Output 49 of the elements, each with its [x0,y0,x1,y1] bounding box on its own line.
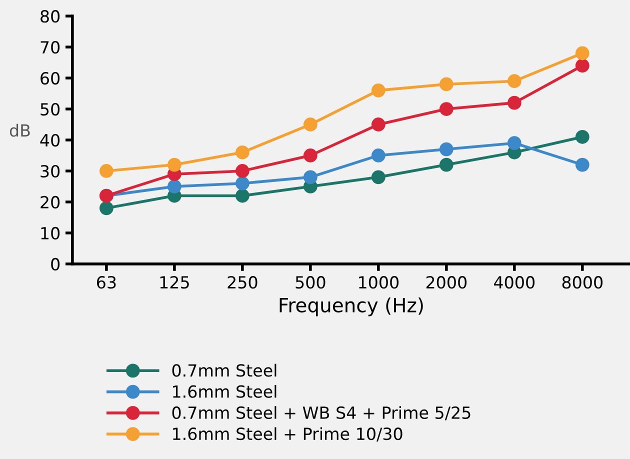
point [100,201,114,216]
point [439,142,454,156]
point [303,170,318,184]
point [303,118,318,132]
point [371,148,386,162]
point [371,170,386,184]
x-tick-label: 500 [296,276,326,289]
point [575,46,590,60]
point [439,158,454,172]
point [235,188,250,203]
point [507,136,522,150]
point [439,77,454,92]
y-axis-title: dB [10,124,30,137]
y-tick-label: 80 [40,10,60,23]
legend-label: 1.6mm Steel + Prime 10/30 [173,427,402,442]
point [235,145,250,160]
point [575,130,590,144]
legend-label: 0.7mm Steel + WB S4 + Prime 5/25 [172,406,470,420]
y-tick-label: 10 [41,226,60,240]
legend-label: 1.6mm Steel [173,384,276,398]
x-axis-title: Frequency (Hz) [280,297,423,316]
point [303,148,318,162]
legend-label: 0.7mm Steel [172,364,276,377]
y-tick-label: 50 [40,102,60,116]
point [235,176,250,190]
point [507,96,522,110]
point [235,164,250,178]
point [575,158,590,172]
x-tick-label: 1000 [359,276,399,289]
y-tick-label: 70 [40,41,60,54]
point [575,58,590,73]
point [167,158,182,172]
x-tick-label: 63 [97,276,116,289]
x-tick-label: 250 [228,276,258,289]
point [100,164,114,178]
x-tick-label: 125 [160,276,189,289]
x-tick-label: 8000 [562,276,603,289]
y-tick-label: 20 [40,196,60,209]
point [439,102,454,116]
point [167,180,182,194]
y-tick-label: 0 [51,258,60,270]
point [507,74,522,88]
point [371,83,386,98]
y-tick-label: 60 [40,72,60,85]
x-tick-label: 4000 [494,276,535,289]
y-tick-label: 40 [40,134,60,147]
x-tick-label: 2000 [426,276,467,289]
y-tick-label: 30 [40,164,60,178]
point [371,118,386,132]
